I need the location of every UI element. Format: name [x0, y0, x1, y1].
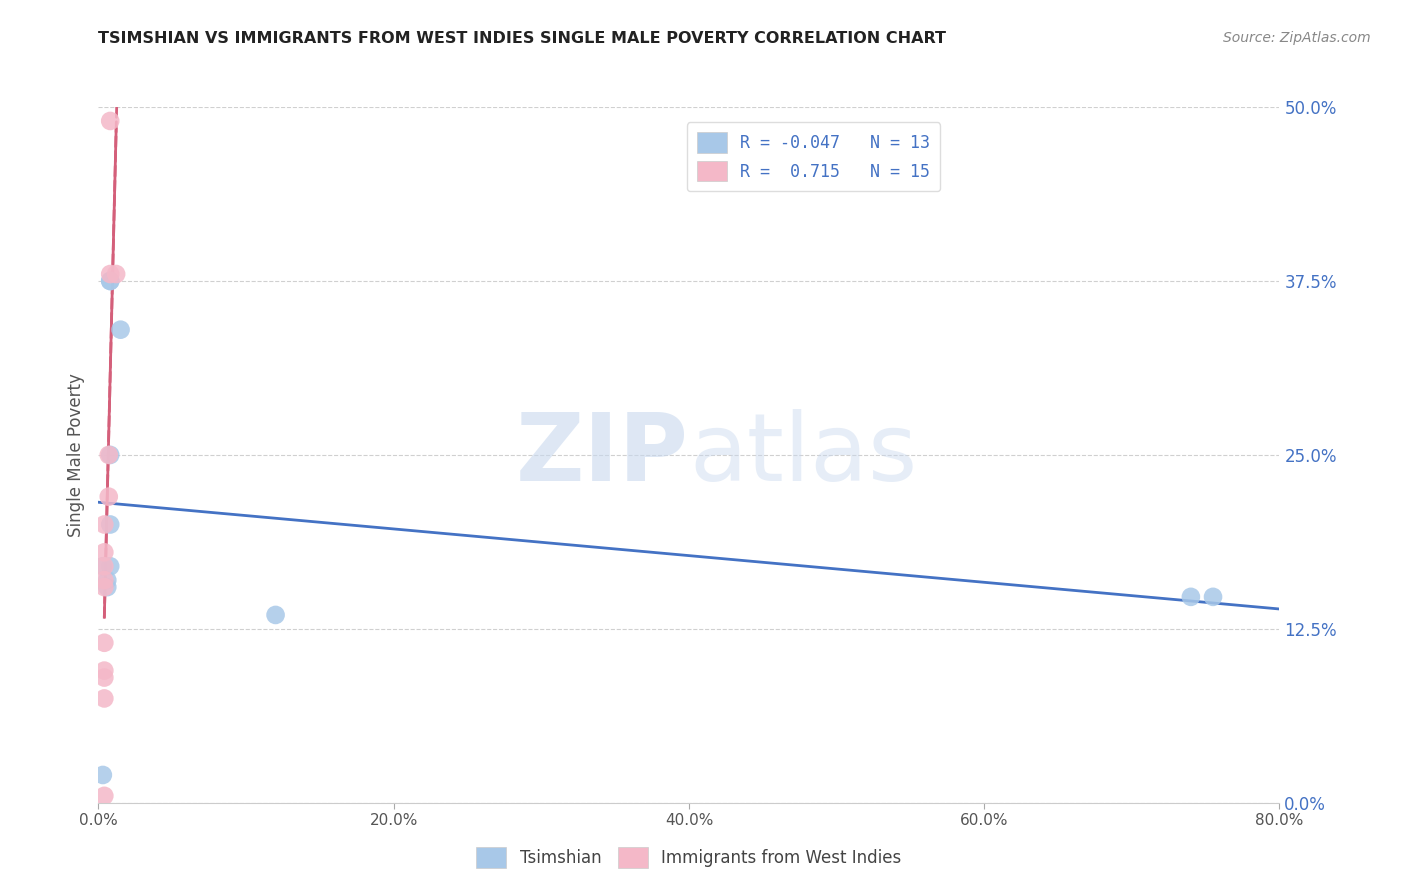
- Point: [98, 274, 121, 288]
- Point: [93, 664, 115, 678]
- Point: [110, 323, 132, 337]
- Point: [98, 267, 121, 281]
- Point: [93, 573, 115, 587]
- Point: [97, 448, 120, 462]
- Legend: Tsimshian, Immigrants from West Indies: Tsimshian, Immigrants from West Indies: [470, 841, 908, 874]
- Point: [93, 545, 115, 559]
- Point: [93, 517, 115, 532]
- Point: [98, 114, 121, 128]
- Point: [98, 517, 121, 532]
- Point: [93, 691, 115, 706]
- Point: [96, 580, 118, 594]
- Point: [98, 448, 121, 462]
- Point: [93, 559, 115, 574]
- Point: [93, 580, 115, 594]
- Text: atlas: atlas: [689, 409, 917, 501]
- Text: Source: ZipAtlas.com: Source: ZipAtlas.com: [1223, 31, 1371, 45]
- Text: TSIMSHIAN VS IMMIGRANTS FROM WEST INDIES SINGLE MALE POVERTY CORRELATION CHART: TSIMSHIAN VS IMMIGRANTS FROM WEST INDIES…: [98, 31, 946, 46]
- Y-axis label: Single Male Poverty: Single Male Poverty: [67, 373, 86, 537]
- Point: [105, 267, 128, 281]
- Point: [98, 274, 121, 288]
- Point: [264, 607, 287, 622]
- Point: [93, 636, 115, 650]
- Text: ZIP: ZIP: [516, 409, 689, 501]
- Point: [96, 573, 118, 587]
- Point: [1202, 590, 1225, 604]
- Point: [1180, 590, 1202, 604]
- Point: [93, 671, 115, 685]
- Point: [97, 490, 120, 504]
- Point: [98, 559, 121, 574]
- Point: [91, 559, 114, 574]
- Point: [93, 789, 115, 803]
- Point: [91, 768, 114, 782]
